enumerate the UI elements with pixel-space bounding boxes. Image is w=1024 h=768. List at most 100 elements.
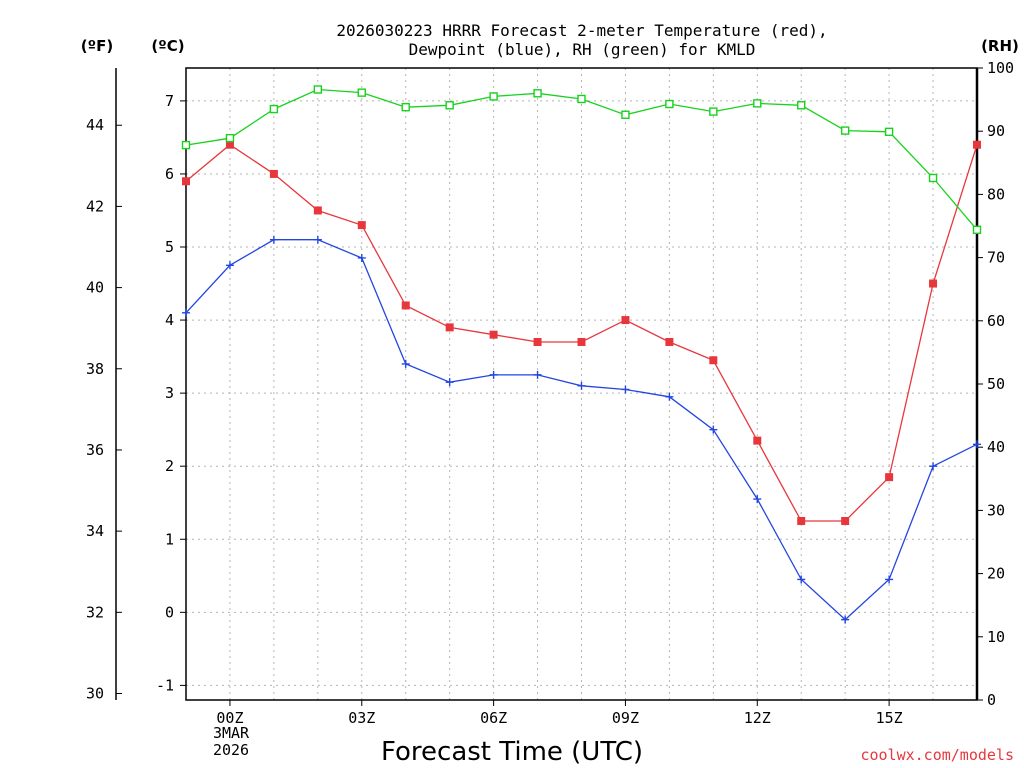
celsius-tick-label: 1 [165,530,174,548]
temperature-point [753,436,762,445]
dewpoint-point [709,425,718,434]
rh-point [357,88,366,97]
fahrenheit-tick-label: 44 [86,116,104,134]
temperature-point [489,330,498,339]
date-label-month: 3MAR [213,724,250,742]
temperature-point [313,206,322,215]
rh-point [621,110,630,119]
x-axis-label: Forecast Time (UTC) [381,737,643,767]
fahrenheit-tick-label: 40 [86,279,104,297]
rh-tick-label: 40 [987,438,1005,456]
dewpoint-point [357,253,366,262]
rh-tick-label: 20 [987,565,1005,583]
temperature-point [973,140,981,149]
series-layer [181,85,982,624]
dewpoint-point [885,575,894,584]
rh-tick-label: 60 [987,312,1005,330]
axes: 00Z 03Z 06Z 09Z 12Z 15Z-101234567303234363840… [86,59,1014,727]
fahrenheit-tick-label: 36 [86,441,104,459]
temperature-point [929,279,938,288]
temperature-point [621,316,630,325]
x-tick-label: 15Z [876,709,903,727]
rh-tick-label: 10 [987,628,1005,646]
rh-tick-label: 80 [987,185,1005,203]
celsius-tick-label: -1 [156,676,174,694]
temperature-point [269,169,278,178]
rh-point [928,173,938,183]
rh-point [709,107,718,116]
celsius-tick-label: 3 [165,384,174,402]
rh-point [445,101,454,110]
rh-tick-label: 70 [987,249,1005,267]
rh-point [489,92,498,101]
chart-title-line2: Dewpoint (blue), RH (green) for KMLD [409,40,756,59]
dewpoint-point [269,235,278,244]
rh-tick-label: 50 [987,375,1005,393]
x-tick-label: 00Z [216,709,243,727]
dewpoint-point [401,359,410,368]
chart-title-line1: 2026030223 HRRR Forecast 2-meter Tempera… [336,21,827,40]
rh-point [181,140,191,150]
date-label-year: 2026 [213,741,249,759]
credit-label: coolwx.com/models [860,746,1014,764]
rh-tick-label: 100 [987,59,1014,77]
celsius-tick-label: 7 [165,92,174,110]
temperature-point [445,323,454,332]
rh-point [225,133,235,143]
rh-point [884,127,894,137]
temperature-point [841,516,850,525]
celsius-tick-label: 5 [165,238,174,256]
celsius-tick-label: 0 [165,603,174,621]
dewpoint-point [577,381,586,390]
x-tick-label: 12Z [744,709,771,727]
dewpoint-point [225,261,234,270]
rh-tick-label: 30 [987,501,1005,519]
rh-point [840,126,850,135]
fahrenheit-tick-label: 30 [86,685,104,703]
dewpoint-point [445,378,454,387]
temperature-point [401,301,410,310]
fahrenheit-unit-label: (ºF) [81,37,113,55]
temperature-point [182,177,190,186]
dewpoint-point [313,235,322,244]
fahrenheit-tick-label: 34 [86,522,104,540]
temperature-point [709,356,718,365]
fahrenheit-tick-label: 42 [86,197,104,215]
temperature-point [357,221,366,230]
fahrenheit-tick-label: 38 [86,360,104,378]
dewpoint-point [929,462,938,471]
rh-tick-label: 0 [987,691,996,709]
celsius-tick-label: 6 [165,165,174,183]
dewpoint-point [489,370,498,379]
dewpoint-point [182,308,190,317]
rh-point [797,101,806,110]
temperature-point [665,337,674,346]
rh-point [577,94,586,104]
rh-point [665,99,674,109]
x-tick-label: 03Z [348,709,375,727]
celsius-tick-label: 4 [165,311,174,329]
dewpoint-point [841,615,850,624]
temperature-point [225,140,234,149]
fahrenheit-tick-label: 32 [86,603,104,621]
celsius-tick-label: 2 [165,457,174,475]
rh-point [533,89,542,98]
celsius-unit-label: (ºC) [151,37,184,55]
rh-point [401,102,410,112]
x-tick-label: 09Z [612,709,639,727]
dewpoint-point [753,495,762,504]
rh-tick-label: 90 [987,122,1005,140]
rh-point [972,225,982,234]
dewpoint-point [973,440,981,449]
temperature-point [797,516,806,525]
temperature-point [533,337,542,346]
temperature-point [577,337,586,346]
temperature-point [885,473,894,482]
dewpoint-point [797,575,806,584]
dewpoint-point [533,370,542,379]
rh-point [753,99,762,108]
rh-point [313,85,323,94]
rh-unit-label: (RH) [981,37,1019,55]
dewpoint-point [665,392,674,401]
